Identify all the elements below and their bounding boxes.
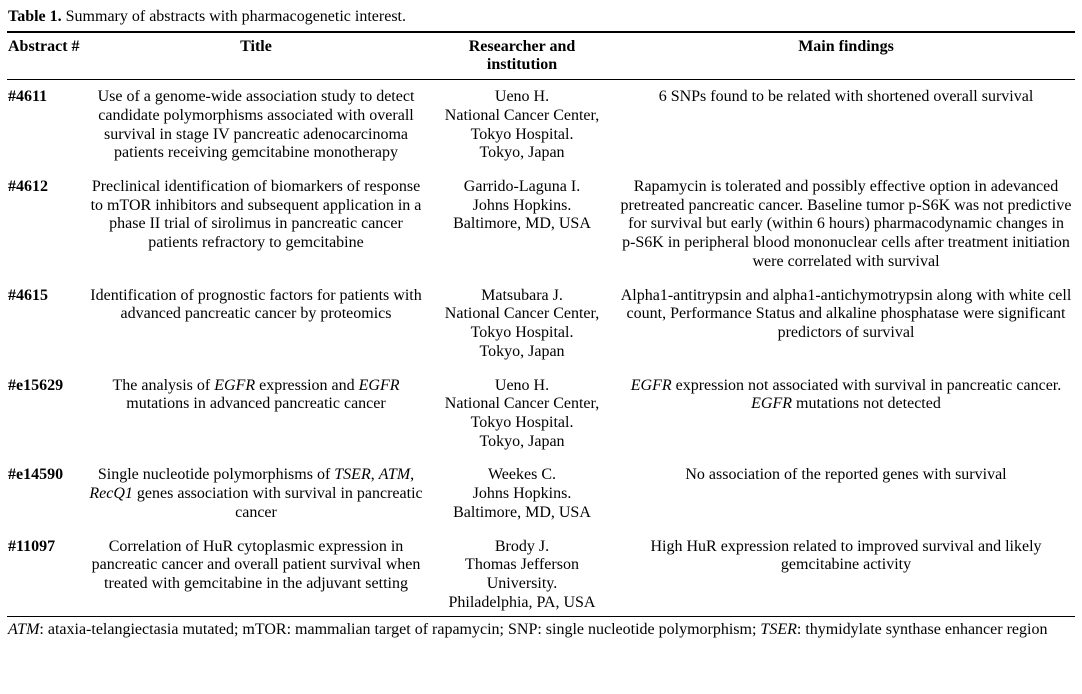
title-cell: Use of a genome-wide association study t… — [97, 88, 415, 162]
table-row: #11097 Correlation of HuR cytoplasmic ex… — [7, 529, 1075, 618]
findings-cell: 6 SNPs found to be related with shortene… — [658, 88, 1034, 106]
column-header-researcher: Researcher and institution — [427, 32, 617, 81]
table-row: #e14590 Single nucleotide polymorphisms … — [7, 458, 1075, 529]
title-cell: Identification of prognostic factors for… — [90, 286, 422, 323]
findings-cell: Alpha1-antitrypsin and alpha1-antichymot… — [620, 286, 1072, 342]
title-cell: Preclinical identification of biomarkers… — [90, 178, 422, 252]
abstract-number-cell: #4615 — [8, 286, 48, 304]
abstract-number-cell: #4611 — [8, 88, 48, 106]
abstract-number-cell: #11097 — [7, 529, 85, 618]
abstract-number-cell: #4612 — [8, 178, 48, 196]
findings-cell: Rapamycin is tolerated and possibly effe… — [620, 178, 1072, 270]
researcher-cell: Matsubara J. National Cancer Center, Tokyo… — [444, 286, 600, 360]
table-row: #4611 Use of a genome-wide association s… — [7, 80, 1075, 170]
findings-cell: High HuR expression related to improved … — [617, 529, 1075, 618]
table-caption-label: Table 1. — [8, 8, 62, 25]
title-cell: Correlation of HuR cytoplasmic expressio… — [85, 529, 427, 618]
table-row: #4612 Preclinical identification of biom… — [7, 170, 1075, 279]
column-header-abstract-number: Abstract # — [7, 32, 85, 81]
table-caption: Table 1. Summary of abstracts with pharm… — [7, 6, 1075, 33]
researcher-cell: Brody J. Thomas Jefferson University. Phila… — [427, 529, 617, 618]
header-row: Abstract # Title Researcher and instituti… — [7, 32, 1075, 81]
findings-cell: EGFR expression not associated with surv… — [630, 376, 1062, 413]
table-row: #4615 Identification of prognostic facto… — [7, 279, 1075, 369]
researcher-cell: Ueno H. National Cancer Center, Tokyo Hosp… — [444, 376, 600, 450]
researcher-cell: Ueno H. National Cancer Center, Tokyo Hosp… — [444, 88, 600, 162]
abstracts-table: Abstract # Title Researcher and instituti… — [7, 32, 1075, 618]
abstract-number-cell: #e15629 — [8, 376, 64, 394]
table-caption-text: Summary of abstracts with pharmacogeneti… — [61, 8, 406, 25]
document-page: Table 1. Summary of abstracts with pharm… — [7, 6, 1075, 639]
table-row: #e15629 The analysis of EGFR expression … — [7, 369, 1075, 459]
abstract-number-cell: #e14590 — [8, 466, 64, 484]
table-footnote: ATM: ataxia-telangiectasia mutated; mTOR… — [8, 621, 1048, 639]
column-header-title: Title — [85, 32, 427, 81]
researcher-cell: Garrido-Laguna I. Johns Hopkins. Baltimore… — [453, 178, 591, 233]
title-cell: The analysis of EGFR expression and EGFR… — [112, 376, 400, 413]
title-cell: Single nucleotide polymorphisms of TSER,… — [89, 466, 423, 521]
findings-cell: No association of the reported genes wit… — [685, 466, 1007, 484]
researcher-cell: Weekes C. Johns Hopkins. Baltimore, MD, US… — [453, 466, 591, 521]
column-header-main-findings: Main findings — [617, 32, 1075, 81]
